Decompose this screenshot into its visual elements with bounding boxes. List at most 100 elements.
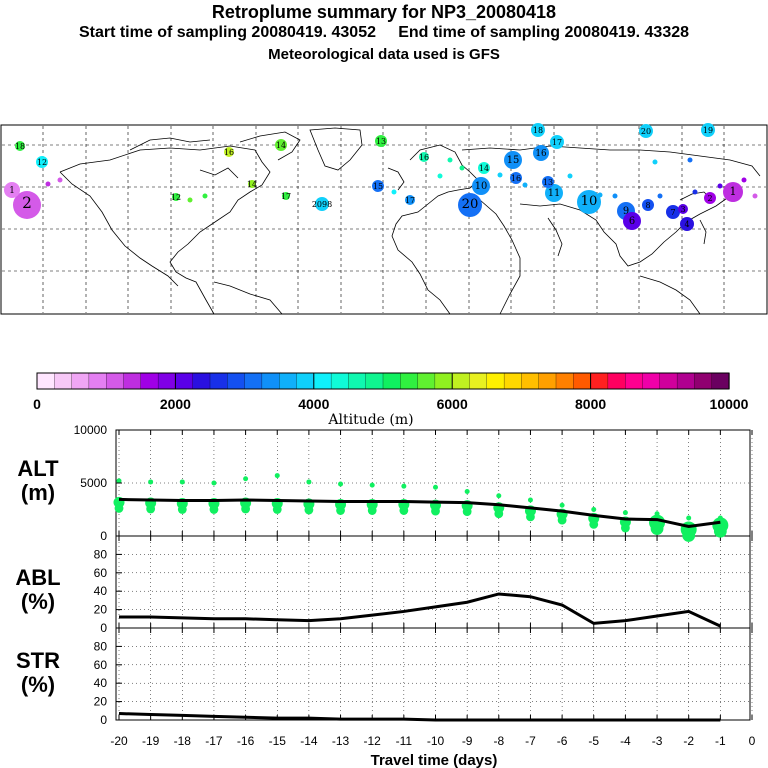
alt-upper-dot bbox=[116, 478, 122, 484]
plume-marker bbox=[4, 182, 20, 198]
colorbar-cell bbox=[157, 372, 177, 390]
plume-day-label: 16 bbox=[511, 174, 521, 183]
x-tick-label: -15 bbox=[269, 734, 287, 748]
abl-y-tick-label: 60 bbox=[94, 566, 108, 580]
x-tick-label: -8 bbox=[493, 734, 504, 748]
chart-title: Retroplume summary for NP3_20080418 bbox=[211, 2, 557, 22]
colorbar-cell bbox=[175, 372, 194, 390]
x-tick-label: -6 bbox=[557, 734, 568, 748]
plume-day-label: 10 bbox=[475, 181, 488, 192]
alt-series bbox=[113, 473, 729, 542]
x-tick-label: -11 bbox=[396, 734, 413, 748]
alt-upper-dot bbox=[274, 473, 280, 479]
colorbar-cell bbox=[227, 372, 246, 390]
alt-plume-blob bbox=[682, 529, 696, 542]
plume-dot bbox=[597, 192, 603, 198]
x-tick-label: -5 bbox=[588, 734, 599, 748]
colorbar-tick-label: 10000 bbox=[710, 396, 749, 412]
plume-day-label: 13 bbox=[543, 178, 553, 187]
plume-dot bbox=[57, 177, 63, 183]
plume-dot bbox=[687, 157, 693, 163]
alt-y-tick-label: 10000 bbox=[74, 423, 108, 437]
plume-day-label: 17 bbox=[552, 138, 562, 147]
colorbar-cell bbox=[452, 372, 471, 390]
plume-day-label: 10 bbox=[581, 194, 598, 209]
colorbar-cell bbox=[642, 372, 661, 390]
plume-marker bbox=[680, 217, 694, 231]
alt-plume-blob bbox=[713, 524, 727, 538]
colorbar-cell bbox=[590, 372, 609, 390]
colorbar-cell bbox=[348, 372, 367, 390]
alt-upper-dot bbox=[211, 480, 217, 486]
plume-dot bbox=[567, 173, 573, 179]
plume-day-label: 16 bbox=[224, 148, 234, 157]
colorbar-cell bbox=[625, 372, 644, 390]
abl-panel-unit: (%) bbox=[21, 589, 55, 614]
alt-plume-blob bbox=[650, 522, 664, 535]
str-panel-label: STR bbox=[16, 648, 60, 673]
plume-marker bbox=[419, 152, 429, 162]
alt-plume-blob bbox=[146, 504, 156, 514]
plume-marker bbox=[639, 124, 653, 138]
alt-plume-blob bbox=[304, 505, 314, 515]
plume-day-label: 2 bbox=[22, 194, 32, 212]
plume-marker bbox=[458, 193, 482, 217]
colorbar-cell bbox=[694, 372, 713, 390]
x-tick-label: -20 bbox=[110, 734, 128, 748]
colorbar-cell bbox=[538, 372, 557, 390]
alt-panel-label: ALT bbox=[17, 456, 59, 481]
colorbar-cell bbox=[521, 372, 540, 390]
colorbar-tick-label: 4000 bbox=[298, 396, 329, 412]
alt-upper-dot bbox=[306, 479, 312, 485]
plume-marker bbox=[36, 156, 48, 168]
plume-dot bbox=[692, 189, 698, 195]
alt-plume-blob bbox=[209, 505, 219, 514]
x-tick-label: -12 bbox=[364, 734, 382, 748]
plume-day-label: 13 bbox=[376, 137, 386, 146]
colorbar-cell bbox=[573, 372, 592, 390]
x-tick-label: -10 bbox=[427, 734, 445, 748]
x-tick-label: -3 bbox=[652, 734, 663, 748]
plume-day-label: 14 bbox=[247, 180, 257, 189]
alt-plume-blob bbox=[114, 504, 124, 513]
alt-mean-line bbox=[118, 497, 721, 528]
plume-dot bbox=[45, 181, 51, 187]
abl-y-tick-label: 0 bbox=[100, 621, 107, 635]
plume-day-label: 9 bbox=[623, 206, 629, 217]
plume-day-label: 17 bbox=[281, 192, 291, 201]
plume-dot bbox=[717, 183, 723, 189]
alt-upper-dot bbox=[433, 484, 438, 490]
alt-plume-blob bbox=[177, 505, 187, 514]
colorbar-cell bbox=[382, 372, 401, 390]
plume-marker bbox=[504, 151, 522, 169]
plume-day-label: 20 bbox=[462, 197, 479, 212]
colorbar-tick-label: 2000 bbox=[160, 396, 191, 412]
alt-panel-unit: (m) bbox=[21, 480, 55, 505]
plume-marker bbox=[542, 176, 554, 188]
colorbar-cell bbox=[140, 372, 159, 390]
alt-plume-blob bbox=[431, 506, 440, 516]
plume-day-label: 12 bbox=[37, 158, 47, 167]
plume-marker bbox=[472, 177, 490, 195]
plume-marker bbox=[405, 195, 415, 205]
plume-day-label: 16 bbox=[419, 153, 429, 162]
alt-plume-blob bbox=[557, 515, 567, 525]
plume-day-label: 17 bbox=[405, 196, 415, 205]
colorbar-cell bbox=[106, 372, 125, 390]
alt-plume-blob bbox=[367, 506, 377, 515]
abl-series bbox=[119, 592, 721, 628]
colorbar-cell bbox=[486, 372, 505, 390]
plume-dot bbox=[652, 159, 658, 165]
x-tick-label: -1 bbox=[715, 734, 726, 748]
alt-y-tick-label: 0 bbox=[100, 529, 107, 543]
plume-day-label: 7 bbox=[670, 208, 675, 217]
x-tick-label: -13 bbox=[332, 734, 350, 748]
x-tick-labels: -20 -19 -18 -17 -16 -15 -14 -13 -12 -11 -10 -9 -8 -7-… bbox=[110, 734, 755, 748]
plume-day-label: 14 bbox=[479, 164, 489, 173]
abl-panel-label: ABL bbox=[15, 565, 60, 590]
alt-plume-blob bbox=[526, 512, 535, 522]
colorbar-cell bbox=[365, 372, 384, 390]
